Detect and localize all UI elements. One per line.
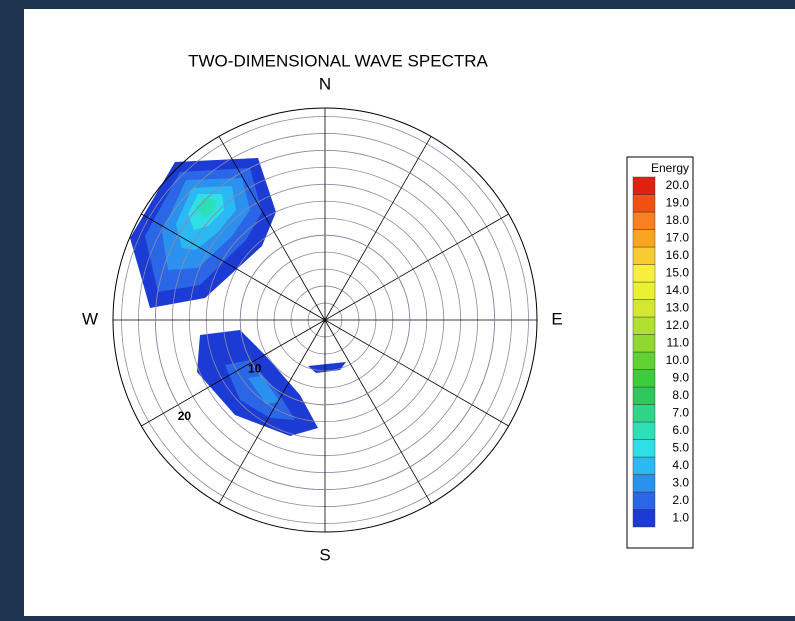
legend-swatch <box>633 510 655 528</box>
legend-swatch <box>633 195 655 213</box>
legend-label: 18.0 <box>666 213 690 227</box>
legend-swatch <box>633 457 655 475</box>
page: {"chart_data": {"type": "polar-contour",… <box>0 0 795 616</box>
legend-title: Energy <box>651 161 689 175</box>
legend-swatch <box>633 265 655 283</box>
legend-swatch <box>633 475 655 493</box>
direction-label: N <box>319 74 331 93</box>
legend-swatch <box>633 387 655 405</box>
rtick-label: 20 <box>178 409 192 423</box>
legend-swatch <box>633 492 655 510</box>
legend-label: 1.0 <box>672 510 689 524</box>
legend-label: 12.0 <box>666 318 690 332</box>
legend-label: 19.0 <box>666 195 690 209</box>
legend-swatch <box>633 300 655 318</box>
legend-swatch <box>633 335 655 353</box>
legend-swatch <box>633 352 655 370</box>
legend-swatch <box>633 405 655 423</box>
legend-label: 7.0 <box>672 405 689 419</box>
legend-swatch <box>633 440 655 458</box>
legend-label: 2.0 <box>672 493 689 507</box>
legend-swatch <box>633 177 655 195</box>
chart-title: TWO-DIMENSIONAL WAVE SPECTRA <box>188 51 488 70</box>
legend-swatch <box>633 370 655 388</box>
direction-label: W <box>82 309 98 328</box>
direction-label: S <box>319 545 330 564</box>
legend-label: 11.0 <box>667 335 690 349</box>
legend-label: 14.0 <box>666 283 690 297</box>
legend-label: 16.0 <box>666 248 690 262</box>
legend-label: 9.0 <box>672 370 689 384</box>
direction-label: E <box>551 309 562 328</box>
legend-swatch <box>633 422 655 440</box>
legend-label: 17.0 <box>666 230 690 244</box>
legend-swatch <box>633 230 655 248</box>
legend-label: 15.0 <box>666 265 690 279</box>
legend-label: 5.0 <box>672 440 689 454</box>
rtick-label: 10 <box>248 362 262 376</box>
legend-label: 3.0 <box>672 475 689 489</box>
legend-label: 4.0 <box>672 458 689 472</box>
legend-label: 8.0 <box>672 388 689 402</box>
legend-swatch <box>633 317 655 335</box>
legend-label: 13.0 <box>666 300 690 314</box>
legend-swatch <box>633 247 655 265</box>
chart: TWO-DIMENSIONAL WAVE SPECTRA 10 20 N E S W En… <box>0 0 795 616</box>
legend-label: 6.0 <box>672 423 689 437</box>
legend-label: 20.0 <box>666 178 690 192</box>
legend-swatch <box>633 212 655 230</box>
legend-label: 10.0 <box>666 353 690 367</box>
legend-swatch <box>633 282 655 300</box>
